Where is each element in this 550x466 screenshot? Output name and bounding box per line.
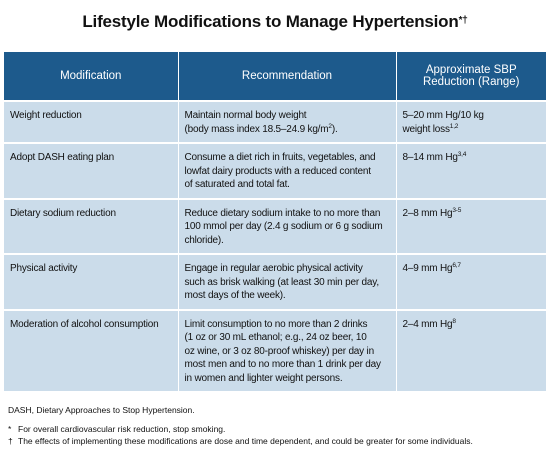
cell-line: Weight reduction bbox=[10, 110, 82, 121]
table-cell: Dietary sodium reduction bbox=[4, 197, 178, 254]
header-row: Modification Recommendation Approximate SB… bbox=[4, 52, 546, 101]
footnote-symbol: * bbox=[8, 424, 12, 434]
cell-line: Engage in regular aerobic physical activ… bbox=[184, 263, 363, 274]
line-text: 4–9 mm Hg bbox=[402, 263, 453, 274]
superscript: 3-5 bbox=[452, 206, 462, 214]
footnote-symbol: † bbox=[8, 436, 13, 446]
table-row: Dietary sodium reduction Reduce dietary s… bbox=[4, 197, 546, 254]
title: Lifestyle Modifications to Manage Hypert… bbox=[0, 12, 550, 32]
cell-line: Recommendation bbox=[241, 70, 333, 82]
cell-line: of saturated and total fat. bbox=[184, 179, 290, 190]
title-marks: *† bbox=[458, 15, 468, 26]
cell-line: 2–8 mm Hg3-5 bbox=[403, 207, 541, 221]
cell-line: lowfat dairy products with a reduced con… bbox=[184, 165, 372, 177]
cell-line: most men and to no more than 1 drink per… bbox=[184, 359, 382, 370]
table-row: Adopt DASH eating plan Consume a diet ric… bbox=[4, 142, 546, 199]
superscript: 6,7 bbox=[452, 262, 461, 269]
header-cell: Recommendation bbox=[177, 52, 396, 101]
superscript: 1,2 bbox=[449, 122, 459, 130]
superscript: 3,4 bbox=[457, 151, 467, 158]
header-cell: Approximate SBP Reduction (Range) bbox=[395, 52, 546, 101]
table-cell: 2–4 mm Hg8 bbox=[395, 308, 546, 391]
table-cell: 5–20 mm Hg/10 kg weight loss1,2 bbox=[395, 100, 546, 143]
superscript: 8 bbox=[452, 317, 456, 325]
cell-line: Moderation of alcohol consumption bbox=[10, 318, 159, 330]
footnote-text: The effects of implementing these modifi… bbox=[18, 436, 473, 446]
cell-line: Maintain normal body weight bbox=[184, 110, 307, 121]
line-text: weight loss bbox=[402, 123, 450, 135]
footnote: † The effects of implementing these modif… bbox=[8, 435, 544, 447]
cell-line: Dietary sodium reduction bbox=[10, 207, 116, 219]
table-cell: Reduce dietary sodium intake to no more … bbox=[177, 197, 396, 254]
cell-line: 2–4 mm Hg8 bbox=[403, 318, 541, 332]
cell-line: 100 mmol per day (2.4 g sodium or 6 g so… bbox=[184, 221, 383, 232]
cell-line: Adopt DASH eating plan bbox=[10, 152, 115, 163]
table-cell: Adopt DASH eating plan bbox=[4, 142, 178, 199]
footnotes: DASH, Dietary Approaches to Stop Hyperte… bbox=[8, 404, 544, 447]
table-row: Moderation of alcohol consumption Limit c… bbox=[4, 308, 546, 391]
cell-line: (1 oz or 30 mL ethanol; e.g., 24 oz beer… bbox=[184, 332, 367, 343]
cell-line: chloride). bbox=[184, 234, 224, 246]
line-text: 2–4 mm Hg bbox=[402, 318, 453, 330]
table-cell: Weight reduction bbox=[4, 100, 178, 143]
cell-line: 8–14 mm Hg3,4 bbox=[403, 151, 541, 165]
table: Modification Recommendation Approximate SB… bbox=[4, 52, 546, 391]
line-text: ). bbox=[331, 123, 338, 135]
superscript: 2 bbox=[328, 122, 332, 130]
cell-line: 5–20 mm Hg/10 kg bbox=[402, 110, 484, 121]
cell-line: most days of the week). bbox=[184, 290, 286, 301]
table-cell: Limit consumption to no more than 2 drin… bbox=[177, 308, 396, 391]
cell-line: weight loss1,2 bbox=[403, 123, 541, 137]
table-row: Weight reduction Maintain normal body wei… bbox=[4, 100, 546, 143]
table-cell: Consume a diet rich in fruits, vegetable… bbox=[177, 142, 396, 199]
table-cell: Engage in regular aerobic physical activ… bbox=[177, 253, 396, 310]
title-text: Lifestyle Modifications to Manage Hypert… bbox=[82, 12, 459, 31]
table-row: Physical activity Engage in regular aerob… bbox=[4, 253, 546, 310]
table-cell: 2–8 mm Hg3-5 bbox=[395, 197, 546, 254]
table-cell: Moderation of alcohol consumption bbox=[4, 308, 178, 391]
cell-line: Modification bbox=[60, 70, 122, 82]
cell-line: Approximate SBP bbox=[425, 64, 517, 76]
cell-line: oz wine, or 3 oz 80-proof whiskey) per d… bbox=[184, 345, 375, 357]
line-text: 2–8 mm Hg bbox=[402, 207, 453, 219]
line-text: 8–14 mm Hg bbox=[402, 152, 458, 163]
cell-line: (body mass index 18.5–24.9 kg/m2). bbox=[185, 123, 390, 137]
table-cell: 8–14 mm Hg3,4 bbox=[395, 142, 546, 199]
cell-line: Reduction (Range) bbox=[422, 76, 520, 88]
line-text: (body mass index 18.5–24.9 kg/m bbox=[184, 123, 329, 135]
cell-line: Consume a diet rich in fruits, vegetable… bbox=[184, 152, 376, 163]
cell-line: Reduce dietary sodium intake to no more … bbox=[184, 207, 381, 219]
table-cell: Physical activity bbox=[4, 253, 178, 310]
table-cell: 4–9 mm Hg6,7 bbox=[395, 253, 546, 310]
cell-line: in women and lighter weight persons. bbox=[184, 372, 343, 384]
cell-line: 4–9 mm Hg6,7 bbox=[403, 262, 541, 276]
footnote-text: For overall cardiovascular risk reductio… bbox=[18, 424, 226, 434]
table-body: Weight reduction Maintain normal body wei… bbox=[4, 100, 546, 391]
header-cell: Modification bbox=[4, 52, 178, 101]
table-cell: Maintain normal body weight (body mass in… bbox=[177, 100, 396, 143]
cell-line: Physical activity bbox=[10, 263, 78, 274]
cell-line: Limit consumption to no more than 2 drin… bbox=[184, 318, 368, 330]
abbreviation: DASH, Dietary Approaches to Stop Hyperte… bbox=[8, 405, 195, 415]
cell-line: such as brisk walking (at least 30 min p… bbox=[184, 276, 380, 288]
footnote: * For overall cardiovascular risk reducti… bbox=[8, 423, 544, 435]
